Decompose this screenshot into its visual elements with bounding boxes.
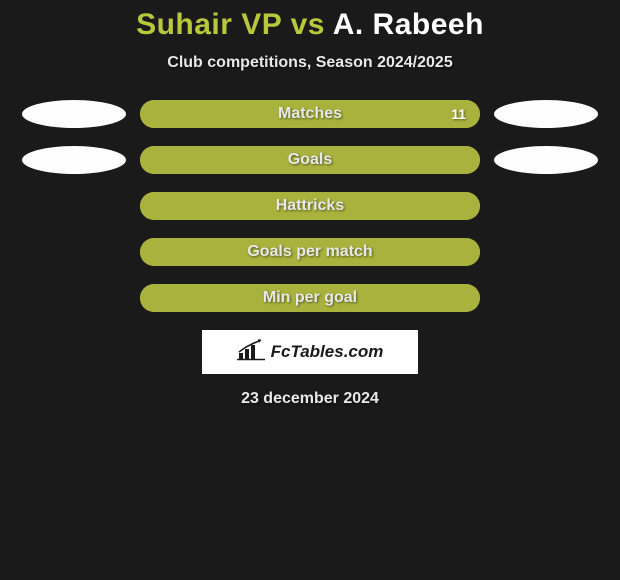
- title-vs: vs: [291, 8, 325, 41]
- player-right-name: A. Rabeeh: [333, 8, 484, 41]
- comparison-container: Suhair VP vs A. Rabeeh Club competitions…: [0, 0, 620, 408]
- badge-text: FcTables.com: [271, 342, 384, 362]
- stat-bar-label: Goals per match: [247, 243, 372, 261]
- stat-row-min-per-goal: Min per goal: [0, 284, 620, 312]
- stat-bar: Matches 11: [140, 100, 480, 128]
- left-value-pill: [22, 100, 126, 128]
- subtitle: Club competitions, Season 2024/2025: [0, 54, 620, 72]
- stat-bar-label: Min per goal: [263, 289, 357, 307]
- stat-bar: Hattricks: [140, 192, 480, 220]
- stat-bar: Min per goal: [140, 284, 480, 312]
- right-value-pill: [494, 100, 598, 128]
- stat-bar: Goals per match: [140, 238, 480, 266]
- stat-bar-label: Goals: [288, 151, 332, 169]
- left-value-pill: [22, 146, 126, 174]
- stat-bar-label: Hattricks: [276, 197, 344, 215]
- page-title: Suhair VP vs A. Rabeeh: [0, 8, 620, 42]
- player-left-name: Suhair VP: [136, 8, 282, 41]
- stat-value-right: 11: [451, 106, 466, 122]
- date-label: 23 december 2024: [0, 390, 620, 408]
- right-value-pill: [494, 146, 598, 174]
- stat-rows: Matches 11 Goals Hattricks Goals per match Mi…: [0, 100, 620, 312]
- fctables-badge[interactable]: FcTables.com: [202, 330, 418, 374]
- stat-row-matches: Matches 11: [0, 100, 620, 128]
- chart-icon: [237, 339, 265, 366]
- stat-row-hattricks: Hattricks: [0, 192, 620, 220]
- stat-bar: Goals: [140, 146, 480, 174]
- stat-row-goals-per-match: Goals per match: [0, 238, 620, 266]
- stat-row-goals: Goals: [0, 146, 620, 174]
- stat-bar-label: Matches: [278, 105, 342, 123]
